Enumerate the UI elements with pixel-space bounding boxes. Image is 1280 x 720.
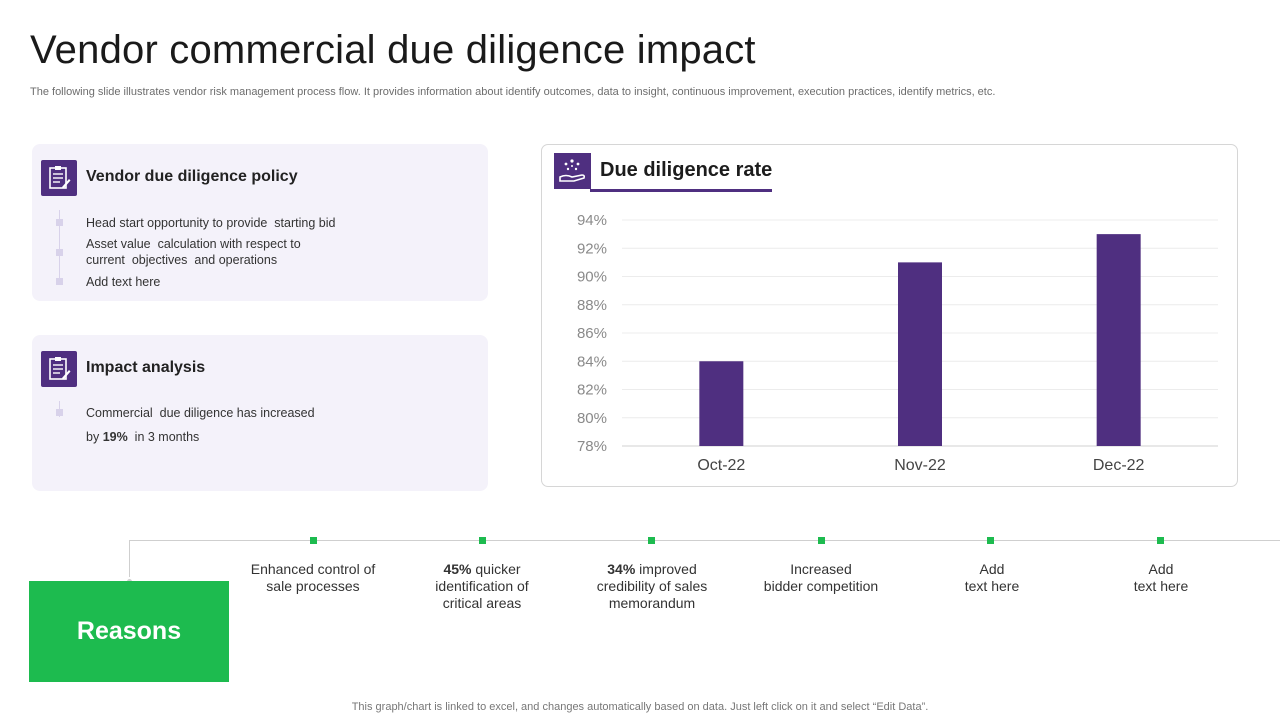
page-subtitle: The following slide illustrates vendor r… bbox=[30, 86, 996, 98]
reason-item: 45% quicker identification of critical a… bbox=[402, 561, 562, 612]
timeline-marker bbox=[818, 537, 825, 544]
reasons-box: Reasons bbox=[29, 581, 229, 682]
y-tick-label: 90% bbox=[577, 269, 607, 286]
policy-bullet bbox=[56, 249, 63, 256]
reason-highlight: 34% bbox=[607, 561, 636, 577]
y-tick-label: 88% bbox=[577, 297, 607, 314]
timeline-marker bbox=[1157, 537, 1164, 544]
chart-title: Due diligence rate bbox=[600, 159, 773, 181]
clipboard-icon bbox=[41, 160, 77, 196]
timeline-marker bbox=[648, 537, 655, 544]
timeline-connector bbox=[129, 540, 130, 582]
impact-bullet bbox=[56, 409, 63, 416]
policy-bullet-text: Head start opportunity to provide starti… bbox=[86, 216, 336, 230]
reasons-timeline bbox=[129, 540, 1280, 541]
policy-connector bbox=[59, 210, 60, 284]
impact-text-line2: by 19% in 3 months bbox=[86, 429, 199, 445]
clipboard-icon bbox=[41, 351, 77, 387]
reason-item: Increased bidder competition bbox=[741, 561, 901, 595]
timeline-marker bbox=[479, 537, 486, 544]
impact-suffix: in 3 months bbox=[127, 430, 200, 444]
impact-percent: 19% bbox=[102, 430, 128, 444]
reason-text: quicker identification of critical areas bbox=[435, 561, 529, 611]
reason-text: Increased bidder competition bbox=[763, 561, 879, 594]
reason-highlight: 45% bbox=[443, 561, 472, 577]
y-tick-label: 80% bbox=[577, 410, 607, 427]
y-tick-label: 82% bbox=[577, 382, 607, 399]
reason-item: Add text here bbox=[1081, 561, 1241, 595]
x-tick-label: Dec-22 bbox=[1093, 457, 1145, 474]
reason-text: improved credibility of sales memorandum bbox=[596, 561, 708, 611]
bar bbox=[699, 361, 744, 446]
chart-panel: Due diligence rate 78% 80% 82% 84% 86% 88% 90%… bbox=[541, 144, 1238, 487]
chart-title-underline bbox=[590, 189, 772, 192]
y-tick-label: 94% bbox=[577, 212, 607, 229]
page-title: Vendor commercial due diligence impact bbox=[30, 28, 756, 72]
footer-note: This graph/chart is linked to excel, and… bbox=[351, 701, 929, 713]
policy-bullet bbox=[56, 219, 63, 226]
timeline-marker bbox=[987, 537, 994, 544]
reasons-label: Reasons bbox=[76, 617, 182, 645]
x-tick-label: Nov-22 bbox=[894, 457, 946, 474]
impact-title: Impact analysis bbox=[86, 359, 206, 376]
y-tick-label: 92% bbox=[577, 240, 607, 257]
bar bbox=[1096, 234, 1141, 446]
policy-title: Vendor due diligence policy bbox=[86, 168, 298, 185]
reason-text: Enhanced control of sale processes bbox=[250, 561, 376, 594]
bar bbox=[898, 262, 942, 446]
y-tick-label: 84% bbox=[577, 353, 607, 370]
impact-text-line1: Commercial due diligence has increased bbox=[86, 406, 315, 420]
y-tick-label: 86% bbox=[577, 325, 607, 342]
bar-chart: 78% 80% 82% 84% 86% 88% 90% 92% 94% Oct-22 Nov-22 D… bbox=[577, 212, 1218, 474]
policy-bullet bbox=[56, 278, 63, 285]
reason-item: Add text here bbox=[912, 561, 1072, 595]
hand-stars-icon bbox=[554, 153, 591, 189]
reason-text: Add text here bbox=[1133, 561, 1189, 594]
x-tick-label: Oct-22 bbox=[697, 457, 745, 474]
reason-text: Add text here bbox=[964, 561, 1020, 594]
impact-prefix: by bbox=[86, 430, 103, 444]
impact-card: Impact analysis Commercial due diligence… bbox=[32, 335, 488, 491]
policy-bullet-text: Add text here bbox=[86, 275, 161, 289]
policy-card: Vendor due diligence policy Head start o… bbox=[32, 144, 488, 301]
policy-bullet-text: Asset value calculation with respect to … bbox=[86, 237, 301, 267]
reason-item: 34% improved credibility of sales memora… bbox=[572, 561, 732, 612]
timeline-marker bbox=[310, 537, 317, 544]
reason-item: Enhanced control of sale processes bbox=[233, 561, 393, 595]
y-tick-label: 78% bbox=[577, 438, 607, 455]
